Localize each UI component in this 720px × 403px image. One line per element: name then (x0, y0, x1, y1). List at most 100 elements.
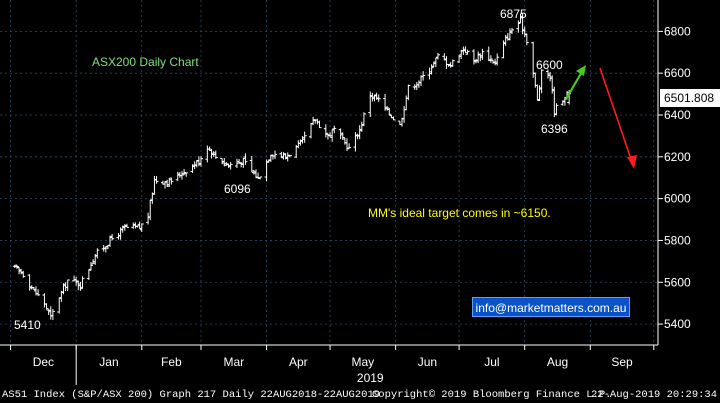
ohlc-bar (493, 58, 498, 66)
ohlc-bar (184, 172, 189, 177)
x-tick-label: Jan (99, 355, 118, 369)
annotation-target: MM's ideal target comes in ~6150. (368, 206, 551, 220)
ohlc-bar (182, 169, 187, 176)
annotation-low-recent: 6396 (541, 122, 568, 136)
ohlc-bar (516, 20, 521, 33)
ohlc-bar (88, 262, 93, 271)
ohlc-bar (560, 100, 565, 106)
ohlc-bar (383, 94, 388, 111)
ohlc-bar (198, 156, 203, 167)
ohlc-bar (311, 116, 316, 126)
ohlc-bar (448, 62, 453, 68)
y-tick-label: 5600 (664, 275, 691, 289)
y-tick-label: 6400 (664, 108, 691, 122)
ohlc-bar (550, 75, 555, 94)
x-tick-label: Aug (547, 355, 568, 369)
x-tick-label: May (352, 355, 375, 369)
y-tick-labels: 5400 5600 5800 6000 6200 6400 6600 6800 (658, 24, 691, 331)
ohlc-bar (61, 283, 66, 295)
annotation-high: 6875 (500, 7, 527, 21)
ohlc-bar (72, 275, 77, 282)
ohlc-bar (421, 71, 426, 81)
ohlc-bar (539, 69, 544, 94)
ohlc-bar (48, 306, 53, 320)
ohlc-bar (444, 56, 449, 70)
ohlc-bar (465, 49, 470, 55)
ohlc-bar (50, 309, 55, 321)
ohlc-bar (179, 171, 184, 180)
ohlc-bar (416, 80, 421, 88)
ohlc-bar (535, 84, 540, 101)
ohlc-bar (167, 178, 172, 187)
ohlc-bar (501, 40, 506, 59)
ohlc-bar (139, 223, 144, 232)
ohlc-bar (370, 92, 375, 102)
ohlc-bar (510, 27, 515, 34)
ohlc-bar (554, 103, 559, 116)
ohlc-bar (495, 53, 500, 66)
ohlc-bar (429, 64, 434, 75)
ohlc-bar (95, 248, 100, 259)
y-tick-label: 6200 (664, 150, 691, 164)
ohlc-bar (391, 116, 396, 121)
ohlc-bar (368, 91, 373, 118)
y-tick-label: 6800 (664, 24, 691, 38)
last-price-box: 6501.808 (660, 89, 720, 107)
ohlc-bar (124, 223, 129, 228)
green-up-arrow (565, 65, 586, 100)
ohlc-bar (36, 289, 41, 297)
ohlc-bar (486, 46, 491, 62)
ohlc-bar (340, 132, 345, 140)
ohlc-bar (57, 297, 62, 314)
ohlc-bar (419, 75, 424, 86)
ohlc-bar (457, 54, 462, 63)
red-down-arrow (599, 67, 637, 169)
annotation-low-mar: 6096 (224, 182, 251, 196)
ohlc-bar (86, 268, 91, 280)
ohlc-bar (332, 125, 337, 134)
ohlc-bar (435, 52, 440, 60)
ohlc-bar (234, 158, 239, 169)
ohlc-bar (480, 48, 485, 60)
asx200-chart: 5400 5600 5800 6000 6200 6400 6600 6800 Dec Jan F… (0, 0, 691, 385)
ohlc-bar (42, 293, 47, 308)
ohlc-bar (21, 270, 26, 278)
ohlc-bar (78, 281, 83, 291)
y-tick-label: 6600 (664, 66, 691, 80)
axes (0, 0, 659, 346)
ohlc-bar (347, 143, 352, 150)
ohlc-bar (194, 159, 199, 168)
ohlc-bar (80, 276, 85, 290)
grid (0, 0, 658, 345)
ohlc-bar (279, 151, 284, 158)
ohlc-bar (110, 234, 115, 241)
ohlc-bar (431, 61, 436, 68)
x-tick-label: Feb (161, 355, 182, 369)
year-label: 2019 (357, 371, 384, 385)
annotation-resist: 6600 (536, 58, 563, 72)
ohlc-bar (175, 171, 180, 181)
ohlc-bar (344, 138, 349, 151)
ohlc-bar (177, 171, 182, 178)
ohlc-bar (152, 175, 157, 195)
ohlc-bar (338, 128, 343, 140)
ohlc-bar (309, 122, 314, 139)
y-tick-label: 6000 (664, 192, 691, 206)
ohlc-bar (273, 150, 278, 160)
footer-right: 22-Aug-2019 20:29:34 (591, 389, 718, 401)
x-tick-label: Mar (223, 355, 244, 369)
ohlc-bar (287, 154, 292, 158)
ohlc-bar (404, 95, 409, 111)
ohlc-bar (385, 106, 390, 111)
ohlc-bar (31, 286, 36, 291)
footer: AS51 Index (S&P/ASX 200) Graph 217 Daily… (0, 386, 720, 403)
x-tick-label: Sep (611, 355, 633, 369)
ohlc-bar (359, 121, 364, 132)
ohlc-bar (249, 156, 254, 173)
annotation-low-dec: 5410 (14, 318, 41, 332)
y-tick-label: 5800 (664, 233, 691, 247)
price-bars (12, 12, 572, 321)
ohlc-bar (205, 145, 210, 163)
ohlc-bar (376, 94, 381, 102)
footer-center: Copyright© 2019 Bloomberg Finance L.P. (372, 389, 612, 401)
